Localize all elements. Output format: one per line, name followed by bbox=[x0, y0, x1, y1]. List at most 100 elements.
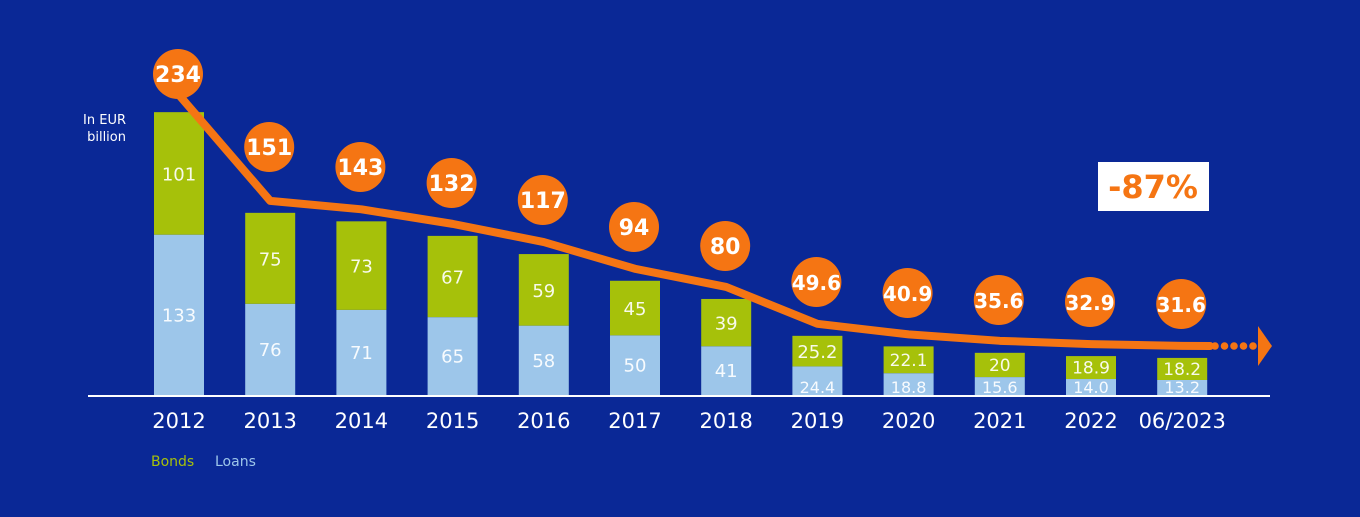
bar-bonds bbox=[1157, 357, 1208, 380]
total-bubble bbox=[973, 275, 1024, 325]
trend-arrowhead bbox=[1258, 326, 1272, 366]
data-label-loans: 133 bbox=[162, 305, 196, 326]
data-label-loans: 71 bbox=[350, 343, 373, 364]
total-bubbles-layer: 234 151 143 132 117 94 80 49.6 40.9 35.6 32.9 31.6 bbox=[153, 49, 1207, 329]
bar-bonds bbox=[701, 298, 752, 347]
legend-loans: Loans bbox=[215, 454, 256, 470]
x-axis-tick-labels: 2012 2013 2014 2015 2016 2017 2018 2019 2020 2021… bbox=[152, 409, 1226, 433]
total-label: 143 bbox=[337, 156, 383, 181]
trend-dot bbox=[1220, 342, 1229, 350]
bar-bonds bbox=[974, 352, 1025, 378]
total-bubble bbox=[517, 175, 568, 225]
bar-bonds bbox=[792, 335, 843, 367]
data-label-loans: 76 bbox=[259, 340, 282, 361]
total-bubble bbox=[1156, 279, 1207, 329]
trend-dot bbox=[1230, 342, 1238, 350]
reduction-annotation: -87% bbox=[1108, 168, 1198, 206]
total-bubble bbox=[882, 268, 933, 318]
data-label-bonds: 25.2 bbox=[797, 342, 837, 363]
x-tick-label: 2022 bbox=[1064, 409, 1117, 433]
data-label-bonds: 18.2 bbox=[1163, 360, 1201, 380]
trend-line bbox=[175, 91, 1214, 350]
x-tick-label: 2021 bbox=[973, 409, 1026, 433]
x-tick-label: 2018 bbox=[699, 409, 752, 433]
bar-loans bbox=[883, 373, 934, 396]
bar-loans bbox=[518, 325, 569, 396]
legend-bonds: Bonds bbox=[151, 454, 194, 470]
total-bubble bbox=[335, 142, 386, 192]
bar-loans bbox=[974, 377, 1025, 396]
bar-loans bbox=[1066, 379, 1116, 396]
total-label: 80 bbox=[710, 235, 741, 260]
total-bubble bbox=[791, 257, 842, 307]
x-tick-label: 2017 bbox=[608, 409, 661, 433]
bar-bonds bbox=[154, 112, 204, 235]
data-label-loans: 41 bbox=[715, 361, 738, 382]
data-label-loans: 65 bbox=[441, 347, 464, 368]
total-bubble bbox=[1065, 277, 1115, 327]
bar-loans bbox=[245, 303, 296, 396]
bar-bonds bbox=[610, 280, 660, 336]
trend-dot bbox=[1249, 342, 1257, 350]
total-bubble bbox=[153, 49, 203, 99]
bar-loans bbox=[427, 317, 478, 396]
x-tick-label: 2016 bbox=[517, 409, 570, 433]
bar-bonds bbox=[1066, 356, 1116, 380]
total-label: 40.9 bbox=[883, 282, 932, 306]
bars-layer: 133 101 76 75 71 73 65 67 58 59 50 45 41 39 24.4 25.2 18… bbox=[154, 112, 1208, 397]
bar-loans bbox=[701, 346, 752, 396]
bar-bonds bbox=[883, 346, 934, 374]
bar-bonds bbox=[336, 221, 387, 310]
total-bubble bbox=[426, 158, 477, 208]
total-label: 94 bbox=[619, 216, 650, 241]
x-tick-label: 2019 bbox=[791, 409, 844, 433]
data-label-loans: 18.8 bbox=[891, 378, 927, 397]
data-label-loans: 24.4 bbox=[800, 378, 836, 397]
data-label-bonds: 75 bbox=[259, 249, 282, 270]
data-label-bonds: 18.9 bbox=[1072, 359, 1110, 379]
bar-loans bbox=[336, 309, 387, 396]
data-label-loans: 13.2 bbox=[1164, 378, 1200, 397]
trend-dot bbox=[1239, 342, 1248, 350]
bar-loans bbox=[1157, 379, 1208, 396]
x-tick-label: 2015 bbox=[426, 409, 479, 433]
bar-loans bbox=[792, 366, 843, 396]
bar-bonds bbox=[518, 254, 569, 326]
total-label: 117 bbox=[520, 189, 566, 214]
x-tick-label: 2020 bbox=[882, 409, 935, 433]
data-label-bonds: 22.1 bbox=[890, 351, 928, 371]
data-label-bonds: 73 bbox=[350, 257, 373, 278]
total-label: 151 bbox=[246, 136, 292, 161]
x-tick-label: 2012 bbox=[152, 409, 205, 433]
total-bubble bbox=[244, 122, 295, 172]
data-label-bonds: 39 bbox=[715, 314, 738, 335]
data-label-bonds: 59 bbox=[532, 281, 555, 302]
bar-loans bbox=[154, 234, 204, 396]
unit-label-line-2: billion bbox=[87, 130, 126, 145]
total-label: 49.6 bbox=[792, 271, 841, 295]
unit-label-line-1: In EUR bbox=[83, 113, 126, 128]
total-label: 132 bbox=[429, 172, 475, 197]
trend-layer bbox=[175, 91, 1272, 366]
data-label-bonds: 101 bbox=[162, 164, 196, 185]
x-tick-label: 2014 bbox=[335, 409, 388, 433]
total-bubble bbox=[609, 202, 659, 252]
data-label-bonds: 20 bbox=[989, 356, 1011, 376]
total-label: 35.6 bbox=[974, 289, 1023, 313]
data-label-bonds: 45 bbox=[624, 299, 647, 320]
trend-dot bbox=[1211, 342, 1219, 350]
bar-loans bbox=[610, 335, 660, 396]
data-label-loans: 15.6 bbox=[982, 378, 1018, 397]
data-label-bonds: 67 bbox=[441, 268, 464, 289]
bar-bonds bbox=[245, 212, 296, 304]
total-label: 234 bbox=[155, 63, 201, 88]
data-label-loans: 58 bbox=[532, 351, 555, 372]
reduction-badge bbox=[1098, 162, 1209, 211]
data-label-loans: 50 bbox=[624, 356, 647, 377]
bar-bonds bbox=[427, 235, 478, 318]
x-tick-label: 06/2023 bbox=[1139, 409, 1226, 433]
total-label: 31.6 bbox=[1157, 293, 1206, 317]
x-tick-label: 2013 bbox=[243, 409, 296, 433]
